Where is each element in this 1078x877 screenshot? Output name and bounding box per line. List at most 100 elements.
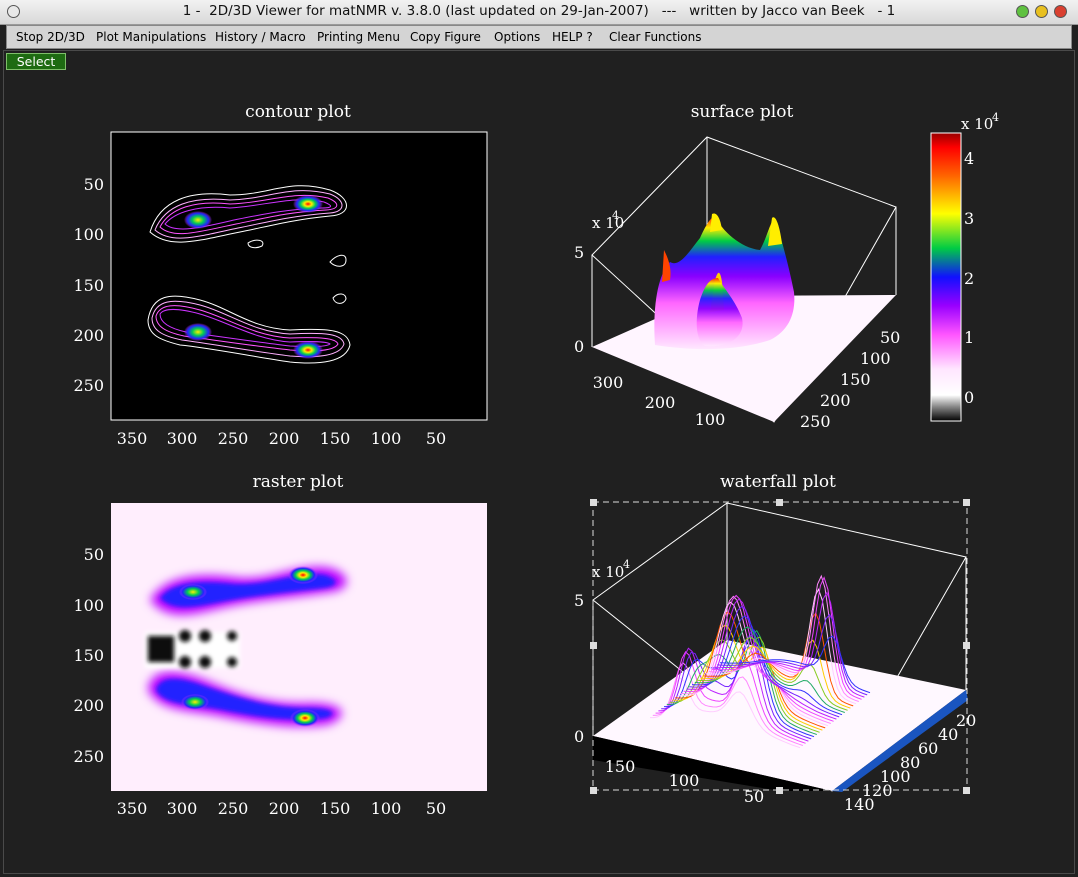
contour-y-tick: 250 <box>73 376 104 395</box>
raster-x-tick: 150 <box>320 799 351 818</box>
waterfall-y-tick: 60 <box>918 739 938 758</box>
colorbar-multiplier: x 10 <box>961 115 993 133</box>
raster-y-tick: 50 <box>84 545 104 564</box>
waterfall-plot[interactable]: waterfall plot 5 0 x 10 4 150 100 <box>574 472 976 814</box>
contour-x-tick: 50 <box>426 429 446 448</box>
menu-plot-manipulations[interactable]: Plot Manipulations <box>96 30 207 44</box>
raster-x-tick: 300 <box>167 799 198 818</box>
window-title: 1 - 2D/3D Viewer for matNMR v. 3.8.0 (la… <box>182 3 896 19</box>
minimize-button[interactable] <box>1016 5 1029 18</box>
contour-axes <box>110 131 488 421</box>
raster-y-tick: 100 <box>73 596 104 615</box>
waterfall-y-tick: 40 <box>938 725 958 744</box>
waterfall-y-tick: 100 <box>880 767 911 786</box>
contour-peaks <box>184 195 323 359</box>
waterfall-trace <box>689 605 840 718</box>
surface-y-tick: 250 <box>800 412 831 431</box>
waterfall-plot-title: waterfall plot <box>720 472 836 492</box>
waterfall-z-exponent: 4 <box>623 558 630 571</box>
waterfall-trace <box>703 612 854 707</box>
waterfall-trace <box>714 591 865 698</box>
surface-z-ticks: 5 0 x 10 4 <box>574 209 624 356</box>
menu-help[interactable]: HELP ? <box>552 30 593 44</box>
surface-plot[interactable]: surface plot 5 0 x 10 4 300 200 100 <box>574 102 900 431</box>
surface-z-tick: 5 <box>574 243 584 262</box>
contour-peak <box>184 211 212 229</box>
contour-x-ticks: 350 300 250 200 150 100 50 <box>117 429 446 448</box>
raster-y-tick: 250 <box>73 747 104 766</box>
raster-image <box>145 566 347 727</box>
raster-x-tick: 100 <box>371 799 402 818</box>
contour-y-tick: 50 <box>84 175 104 194</box>
raster-x-tick: 200 <box>269 799 300 818</box>
waterfall-x-tick: 100 <box>669 771 700 790</box>
waterfall-x-tick: 150 <box>605 757 636 776</box>
contour-y-tick: 100 <box>73 225 104 244</box>
surface-x-ticks: 300 200 100 <box>593 373 726 429</box>
maximize-button[interactable] <box>1035 5 1048 18</box>
contour-x-tick: 250 <box>218 429 249 448</box>
contour-x-tick: 150 <box>320 429 351 448</box>
surface-y-tick: 50 <box>880 328 900 347</box>
colorbar-tick: 3 <box>964 209 974 228</box>
raster-y-tick: 150 <box>73 646 104 665</box>
waterfall-y-tick: 80 <box>900 753 920 772</box>
menu-history-macro[interactable]: History / Macro <box>215 30 306 44</box>
colorbar-tick: 1 <box>964 328 974 347</box>
contour-x-tick: 350 <box>117 429 148 448</box>
menu-bar: Stop 2D/3D Plot Manipulations History / … <box>6 25 1072 49</box>
contour-x-tick: 200 <box>269 429 300 448</box>
surface-y-tick: 150 <box>840 370 871 389</box>
waterfall-z-multiplier: x 10 <box>592 563 624 581</box>
waterfall-lines <box>650 574 871 749</box>
waterfall-trace <box>680 595 831 724</box>
surface-z-tick: 0 <box>574 337 584 356</box>
waterfall-trace <box>708 574 859 702</box>
contour-y-tick: 200 <box>73 326 104 345</box>
waterfall-y-tick: 120 <box>862 781 893 800</box>
surface-x-tick: 300 <box>593 373 624 392</box>
waterfall-x-ticks: 150 100 50 <box>605 757 764 806</box>
waterfall-z-ticks: 5 0 x 10 4 <box>574 558 630 746</box>
window-titlebar: 1 - 2D/3D Viewer for matNMR v. 3.8.0 (la… <box>0 0 1078 25</box>
colorbar-tick: 0 <box>964 388 974 407</box>
menu-copy-figure[interactable]: Copy Figure <box>410 30 481 44</box>
select-button[interactable]: Select <box>6 53 66 70</box>
menu-stop-2d3d[interactable]: Stop 2D/3D <box>16 30 85 44</box>
close-button[interactable] <box>1054 5 1067 18</box>
waterfall-trace <box>719 635 871 694</box>
contour-peak <box>293 341 323 359</box>
surface-z-multiplier: x 10 <box>592 214 624 232</box>
menu-printing[interactable]: Printing Menu <box>317 30 400 44</box>
raster-plot[interactable]: raster plot 350 300 250 200 150 <box>73 472 487 818</box>
waterfall-floor-edge <box>593 736 832 791</box>
waterfall-trace <box>717 613 868 696</box>
waterfall-selection[interactable] <box>590 499 970 794</box>
colorbar[interactable]: x 10 4 0 1 2 3 4 <box>930 111 999 422</box>
raster-y-tick: 200 <box>73 696 104 715</box>
contour-peak <box>184 323 212 341</box>
surface-y-tick: 100 <box>860 349 891 368</box>
surface-z-exponent: 4 <box>612 209 619 222</box>
waterfall-y-tick: 20 <box>956 711 976 730</box>
raster-x-tick: 250 <box>218 799 249 818</box>
surface-body <box>654 213 795 350</box>
menu-clear-functions[interactable]: Clear Functions <box>609 30 702 44</box>
raster-plot-title: raster plot <box>253 472 344 492</box>
waterfall-floor-side <box>832 690 968 792</box>
raster-x-tick: 350 <box>117 799 148 818</box>
menu-options[interactable]: Options <box>494 30 541 44</box>
waterfall-trace <box>705 588 857 705</box>
waterfall-y-ticks: 20 40 60 80 100 120 140 <box>844 711 976 814</box>
surface-y-ticks: 50 100 150 200 250 <box>800 328 900 431</box>
colorbar-exponent: 4 <box>992 111 999 124</box>
contour-lines <box>147 185 351 364</box>
colorbar-tick: 2 <box>964 269 974 288</box>
surface-plot-title: surface plot <box>691 102 794 122</box>
window-menu-icon[interactable] <box>7 5 20 18</box>
contour-plot[interactable]: contour plot 350 300 250 200 150 <box>73 102 488 448</box>
waterfall-trace <box>655 650 806 744</box>
waterfall-x-tick: 50 <box>744 787 764 806</box>
contour-plot-title: contour plot <box>245 102 351 122</box>
